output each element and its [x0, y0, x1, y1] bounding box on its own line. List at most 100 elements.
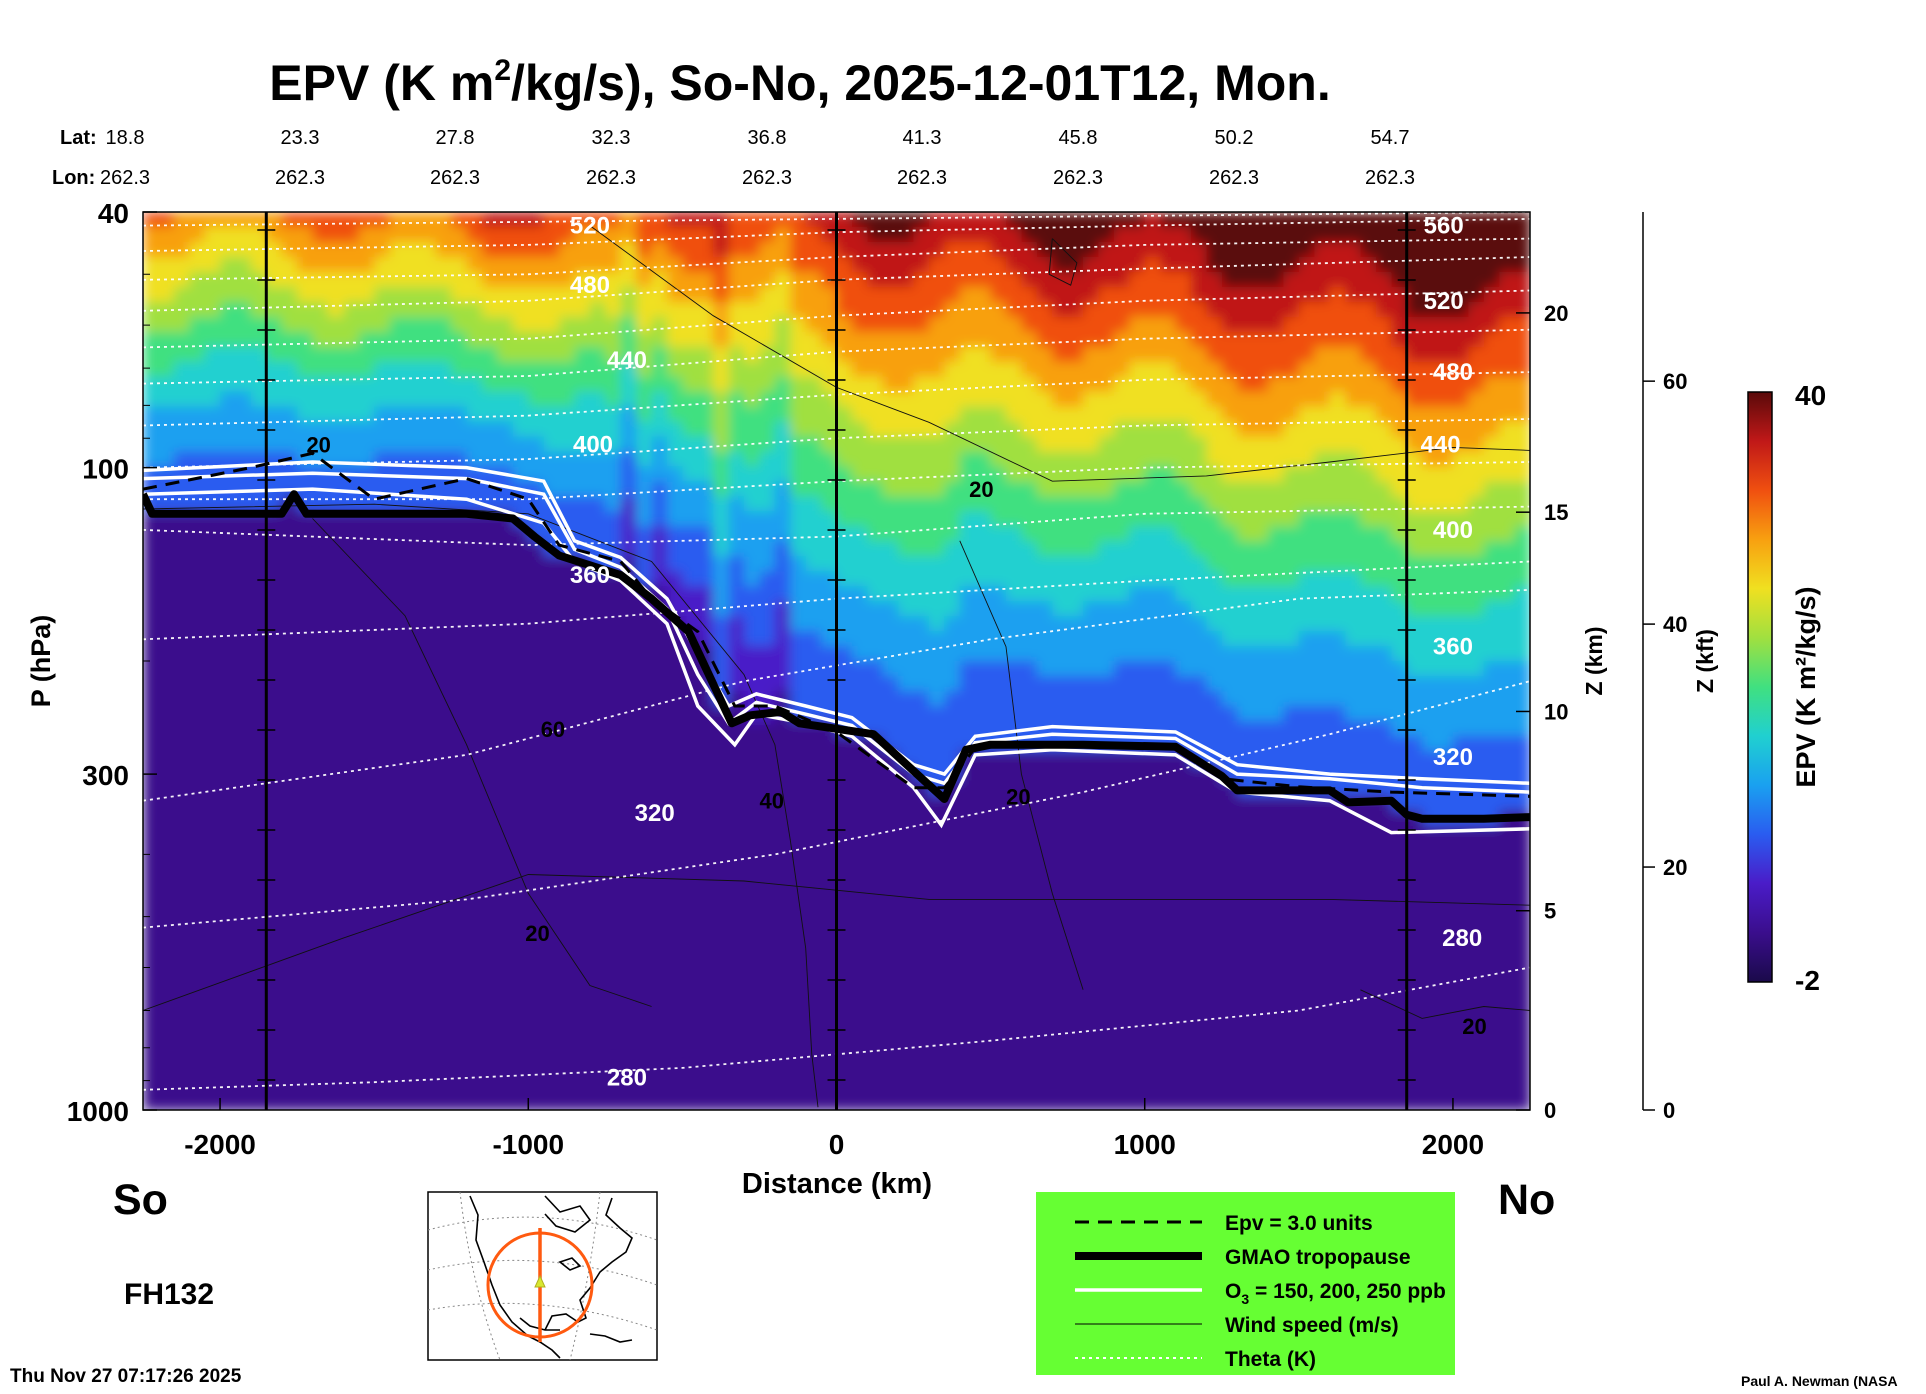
epv-cell: [929, 301, 946, 318]
epv-cell: [1283, 930, 1300, 947]
epv-cell: [744, 631, 761, 648]
epv-cell: [589, 616, 607, 633]
epv-cell: [867, 1065, 884, 1082]
epv-cell: [774, 271, 792, 288]
epv-cell: [959, 406, 977, 423]
epv-cell: [343, 436, 360, 453]
epv-cell: [189, 1005, 206, 1022]
epv-cell: [1052, 661, 1069, 677]
epv-cell: [358, 406, 376, 423]
epv-cell: [682, 406, 699, 423]
epv-cell: [343, 720, 360, 737]
epv-cell: [466, 735, 483, 752]
epv-cell: [281, 256, 299, 273]
epv-cell: [1191, 556, 1208, 573]
epv-cell: [867, 212, 884, 228]
epv-cell: [1036, 631, 1054, 648]
epv-cell: [312, 676, 329, 692]
epv-cell: [420, 840, 437, 857]
epv-cell: [1129, 496, 1146, 513]
epv-cell: [636, 705, 653, 722]
epv-cell: [1160, 1080, 1177, 1097]
epv-cell: [204, 975, 221, 992]
epv-cell: [1129, 346, 1146, 363]
epv-cell: [1160, 331, 1177, 348]
epv-cell: [358, 661, 376, 677]
epv-cell: [420, 331, 437, 348]
epv-cell: [1006, 915, 1023, 932]
epv-cell: [882, 331, 900, 348]
epv-cell: [358, 1005, 376, 1022]
epv-cell: [1206, 451, 1223, 468]
epv-cell: [1314, 705, 1331, 722]
epv-cell: [1206, 316, 1223, 333]
epv-cell: [1036, 930, 1054, 947]
epv-cell: [774, 661, 792, 677]
epv-cell: [975, 1095, 992, 1110]
epv-cell: [667, 780, 684, 797]
epv-cell: [1067, 466, 1085, 483]
epv-cell: [898, 376, 915, 393]
epv-cell: [312, 1065, 329, 1082]
epv-cell: [713, 286, 730, 303]
epv-cell: [1036, 1005, 1054, 1022]
epv-cell: [944, 1005, 961, 1022]
epv-cell: [482, 526, 499, 543]
epv-cell: [1129, 286, 1146, 303]
epv-cell: [312, 331, 329, 348]
epv-cell: [497, 1050, 514, 1067]
epv-cell: [744, 526, 761, 543]
epv-cell: [528, 227, 545, 243]
epv-cell: [944, 361, 961, 378]
epv-cell: [1237, 810, 1254, 827]
epv-cell: [929, 556, 946, 573]
epv-cell: [405, 227, 422, 243]
epv-cell: [559, 885, 576, 902]
epv-cell: [682, 331, 699, 348]
epv-cell: [343, 541, 360, 558]
epv-cell: [975, 930, 992, 947]
epv-cell: [574, 256, 591, 273]
epv-cell: [312, 361, 329, 378]
epv-cell: [1268, 346, 1285, 363]
epv-cell: [851, 331, 869, 348]
epv-cell: [1052, 631, 1069, 648]
epv-cell: [220, 810, 237, 827]
epv-cell: [235, 795, 252, 812]
epv-cell: [959, 840, 977, 857]
epv-cell: [728, 331, 745, 348]
epv-cell: [559, 1020, 576, 1037]
epv-cell: [682, 421, 699, 438]
epv-cell: [250, 840, 268, 857]
epv-cell: [1268, 421, 1285, 438]
epv-cell: [1036, 271, 1054, 288]
epv-cell: [358, 571, 376, 588]
epv-cell: [1191, 227, 1208, 243]
epv-cell: [790, 945, 807, 962]
epv-cell: [158, 1050, 175, 1067]
epv-cell: [898, 421, 915, 438]
epv-cell: [143, 945, 160, 962]
epv-cell: [528, 212, 545, 228]
epv-cell: [543, 810, 561, 827]
epv-cell: [405, 571, 422, 588]
epv-cell: [1314, 930, 1331, 947]
epv-cell: [651, 376, 668, 393]
epv-cell: [667, 526, 684, 543]
epv-cell: [297, 286, 314, 303]
epv-cell: [1268, 1095, 1285, 1110]
epv-cell: [1036, 286, 1054, 303]
epv-cell: [220, 1080, 237, 1097]
epv-cell: [512, 765, 530, 782]
epv-cell: [759, 960, 776, 977]
epv-cell: [297, 601, 314, 618]
epv-cell: [420, 1050, 437, 1067]
epv-cell: [990, 870, 1007, 887]
epv-cell: [697, 720, 715, 737]
epv-cell: [1391, 481, 1408, 498]
epv-cell: [559, 900, 576, 917]
epv-cell: [929, 735, 946, 752]
epv-cell: [667, 915, 684, 932]
epv-cell: [1052, 885, 1069, 902]
epv-cell: [1391, 227, 1408, 243]
